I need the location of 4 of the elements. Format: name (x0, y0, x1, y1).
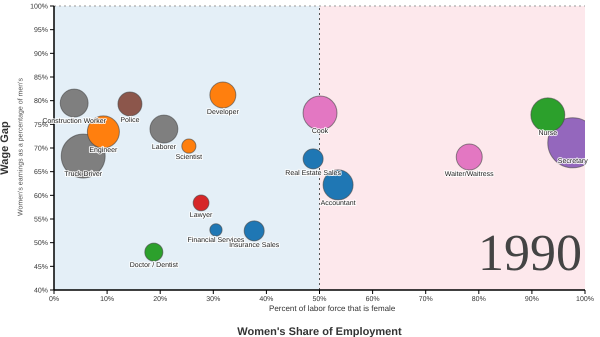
text: Percent of labor force that is female (269, 304, 396, 313)
x-axis-title: Women's Share of Employment (237, 326, 402, 337)
y-axis-title: Wage Gap (0, 121, 11, 175)
annotation: 1990 (478, 225, 582, 282)
